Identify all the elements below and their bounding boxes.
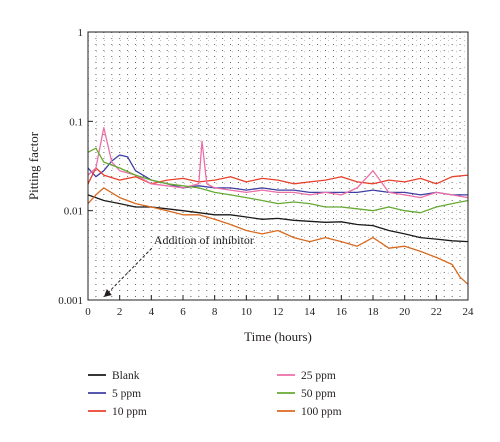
x-tick-label: 10: [241, 306, 253, 318]
x-tick-label: 2: [117, 306, 123, 318]
annotation: Addition of inhibitor: [103, 233, 254, 297]
series-line: [87, 167, 469, 185]
x-tick-label: 22: [431, 306, 442, 318]
legend-label: 25 ppm: [301, 370, 336, 382]
legend: Blank 5 ppm 10 ppm 25 ppm 50 ppm 100 ppm: [88, 370, 342, 418]
legend-label: 50 ppm: [301, 388, 336, 400]
x-axis-title: Time (hours): [244, 329, 312, 344]
x-tick-label: 20: [399, 306, 411, 318]
series-layer: [87, 126, 469, 285]
legend-label: 5 ppm: [112, 388, 141, 400]
x-tick-label: 12: [273, 306, 284, 318]
x-tick-label: 0: [85, 306, 91, 318]
x-tick-label: 14: [304, 306, 316, 318]
series-line: [87, 187, 469, 285]
legend-label: 100 ppm: [301, 406, 342, 418]
x-tick-label: 24: [463, 306, 475, 318]
y-tick-label: 0.1: [69, 116, 83, 128]
y-tick-label: 0.01: [64, 206, 83, 218]
series-line: [87, 154, 468, 196]
y-tick-label: 0.001: [58, 295, 83, 307]
x-tick-label: 18: [368, 306, 380, 318]
plot-area-frame: [87, 31, 469, 301]
grid: [87, 32, 469, 301]
annotation-arrow: [106, 247, 153, 295]
x-tick-label: 8: [212, 306, 218, 318]
x-tick-label: 6: [180, 306, 186, 318]
series-line: [87, 194, 469, 243]
annotation-text: Addition of inhibitor: [154, 233, 254, 247]
x-tick-label: 4: [149, 306, 155, 318]
y-tick-label: 1: [78, 27, 84, 39]
legend-label: Blank: [112, 370, 140, 382]
annotation-arrowhead: [103, 289, 112, 297]
series-line: [87, 147, 469, 214]
series-line: [87, 126, 469, 199]
y-axis-title: Pitting factor: [26, 131, 41, 200]
x-tick-label: 16: [336, 306, 348, 318]
legend-label: 10 ppm: [112, 406, 147, 418]
